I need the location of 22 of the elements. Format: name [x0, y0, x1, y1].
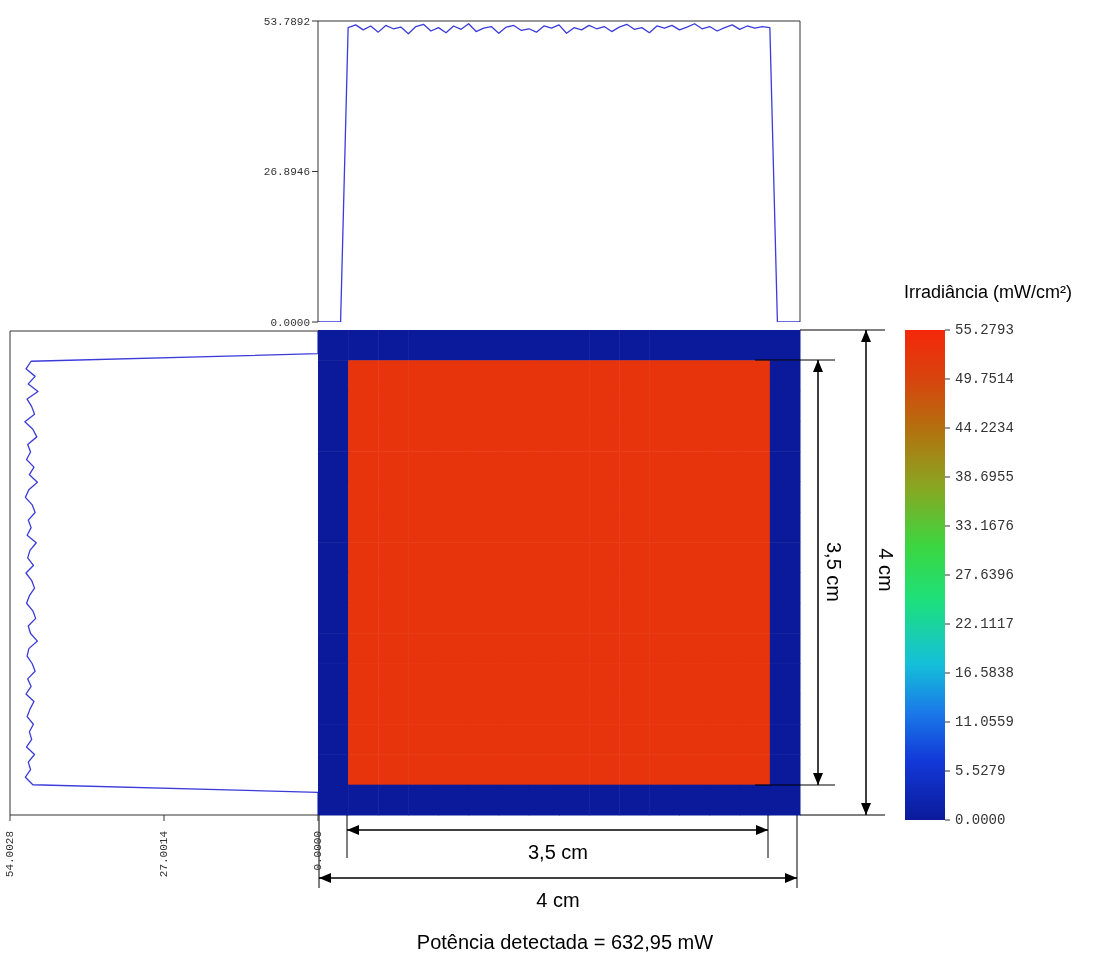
color-bar-label: 11.0559	[955, 714, 1014, 730]
color-bar-label: 49.7514	[955, 371, 1014, 387]
color-bar-label: 5.5279	[955, 763, 1006, 779]
color-bar-label: 33.1676	[955, 518, 1014, 534]
color-bar-label: 22.1117	[955, 616, 1014, 632]
y-tick-label: 0.0000	[270, 316, 310, 329]
text: 3,5 cm	[823, 541, 845, 603]
x-tick-label: 27.0014	[158, 830, 170, 878]
x-tick-label: 54.0028	[4, 831, 16, 878]
color-bar-label: 44.2234	[955, 420, 1014, 436]
color-bar-label: 0.0000	[955, 812, 1006, 828]
color-bar-label: 16.5838	[955, 665, 1014, 681]
text: 4 cm	[536, 889, 580, 911]
text: Potência detectada = 632,95 mW	[416, 931, 714, 953]
y-tick-label: 53.7892	[263, 15, 310, 28]
color-bar-label: 38.6955	[955, 469, 1014, 485]
y-tick-label: 26.8946	[263, 166, 310, 179]
text: 3,5 cm	[527, 841, 589, 863]
text: 4 cm	[875, 548, 897, 592]
color-bar-label: 55.2793	[955, 322, 1014, 338]
color-bar-label: 27.6396	[955, 567, 1014, 583]
color-bar-title: Irradiância (mW/cm²)	[903, 282, 1073, 302]
